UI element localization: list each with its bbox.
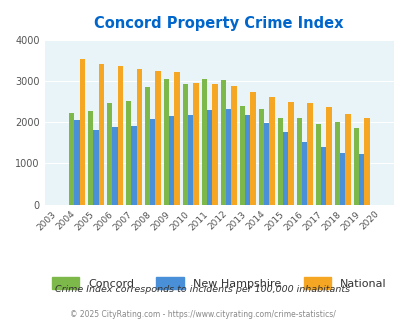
Bar bbox=[131, 126, 136, 205]
Bar bbox=[169, 116, 174, 205]
Bar bbox=[207, 110, 212, 205]
Bar bbox=[226, 109, 231, 205]
Bar bbox=[245, 115, 250, 205]
Bar bbox=[363, 117, 369, 205]
Bar bbox=[79, 59, 85, 205]
Bar bbox=[188, 115, 193, 205]
Bar bbox=[344, 114, 350, 205]
Bar bbox=[250, 92, 255, 205]
Bar bbox=[339, 153, 344, 205]
Bar bbox=[326, 107, 331, 205]
Bar bbox=[258, 109, 263, 205]
Bar bbox=[98, 63, 104, 205]
Bar bbox=[288, 102, 293, 205]
Bar bbox=[320, 147, 326, 205]
Bar bbox=[334, 122, 339, 205]
Bar bbox=[263, 123, 269, 205]
Bar bbox=[353, 128, 358, 205]
Bar bbox=[117, 66, 123, 205]
Bar bbox=[277, 118, 282, 205]
Bar bbox=[88, 111, 93, 205]
Bar bbox=[201, 79, 207, 205]
Bar bbox=[136, 69, 141, 205]
Bar bbox=[155, 71, 160, 205]
Bar bbox=[231, 86, 236, 205]
Bar bbox=[174, 72, 179, 205]
Bar bbox=[239, 106, 245, 205]
Bar bbox=[315, 124, 320, 205]
Bar bbox=[93, 130, 98, 205]
Bar bbox=[107, 103, 112, 205]
Bar bbox=[69, 113, 74, 205]
Bar bbox=[296, 118, 301, 205]
Bar bbox=[358, 154, 363, 205]
Bar bbox=[74, 120, 79, 205]
Bar bbox=[193, 82, 198, 205]
Legend: Concord, New Hampshire, National: Concord, New Hampshire, National bbox=[47, 273, 390, 293]
Bar bbox=[212, 84, 217, 205]
Bar bbox=[145, 87, 150, 205]
Bar bbox=[126, 101, 131, 205]
Title: Concord Property Crime Index: Concord Property Crime Index bbox=[94, 16, 343, 31]
Text: © 2025 CityRating.com - https://www.cityrating.com/crime-statistics/: © 2025 CityRating.com - https://www.city… bbox=[70, 310, 335, 319]
Bar bbox=[150, 119, 155, 205]
Text: Crime Index corresponds to incidents per 100,000 inhabitants: Crime Index corresponds to incidents per… bbox=[55, 285, 350, 294]
Bar bbox=[307, 103, 312, 205]
Bar bbox=[282, 132, 288, 205]
Bar bbox=[112, 127, 117, 205]
Bar bbox=[182, 84, 188, 205]
Bar bbox=[164, 79, 169, 205]
Bar bbox=[301, 142, 307, 205]
Bar bbox=[269, 97, 274, 205]
Bar bbox=[220, 80, 226, 205]
